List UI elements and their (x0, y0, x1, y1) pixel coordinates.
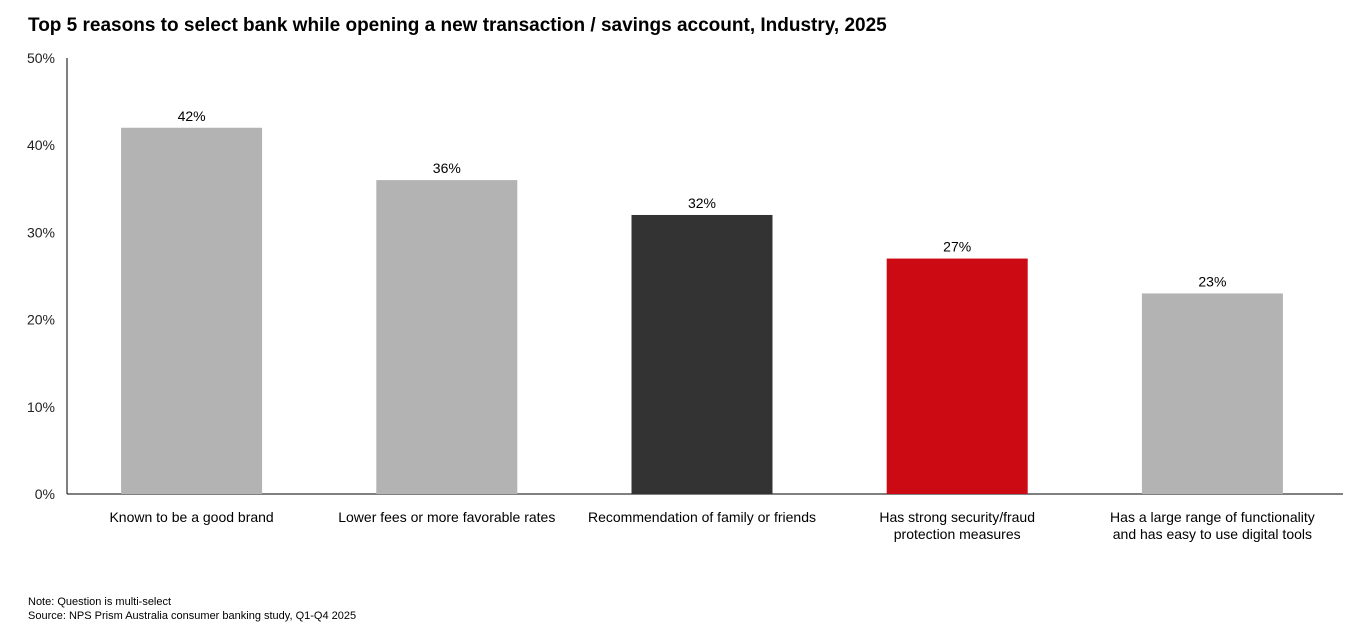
category-label: protection measures (894, 526, 1021, 542)
category-label: and has easy to use digital tools (1113, 526, 1312, 542)
category-label: Recommendation of family or friends (588, 509, 816, 525)
y-tick-label: 0% (35, 486, 55, 502)
chart-title: Top 5 reasons to select bank while openi… (28, 15, 887, 36)
y-tick-label: 50% (27, 50, 55, 66)
source-text: Source: NPS Prism Australia consumer ban… (28, 610, 357, 622)
data-label: 36% (433, 160, 461, 176)
data-label: 27% (943, 239, 971, 255)
category-label: Known to be a good brand (109, 509, 273, 525)
bar (121, 127, 263, 494)
y-tick-label: 10% (27, 399, 55, 415)
data-label: 23% (1198, 273, 1226, 289)
category-label: Has strong security/fraud (879, 509, 1035, 525)
y-tick-label: 40% (27, 137, 55, 153)
y-tick-label: 30% (27, 224, 55, 240)
data-label: 42% (178, 108, 206, 124)
y-tick-label: 20% (27, 312, 55, 328)
bar (886, 258, 1028, 494)
category-label: Lower fees or more favorable rates (338, 509, 555, 525)
bar (631, 214, 773, 494)
bar-chart: 0% 10% 20% 30% 40% 50% 42% Known to be a good b… (27, 50, 1343, 542)
bar (1141, 293, 1283, 494)
data-label: 32% (688, 195, 716, 211)
note-text: Note: Question is multi-select (28, 596, 172, 608)
bar (376, 180, 518, 494)
category-label: Has a large range of functionality (1110, 509, 1315, 525)
